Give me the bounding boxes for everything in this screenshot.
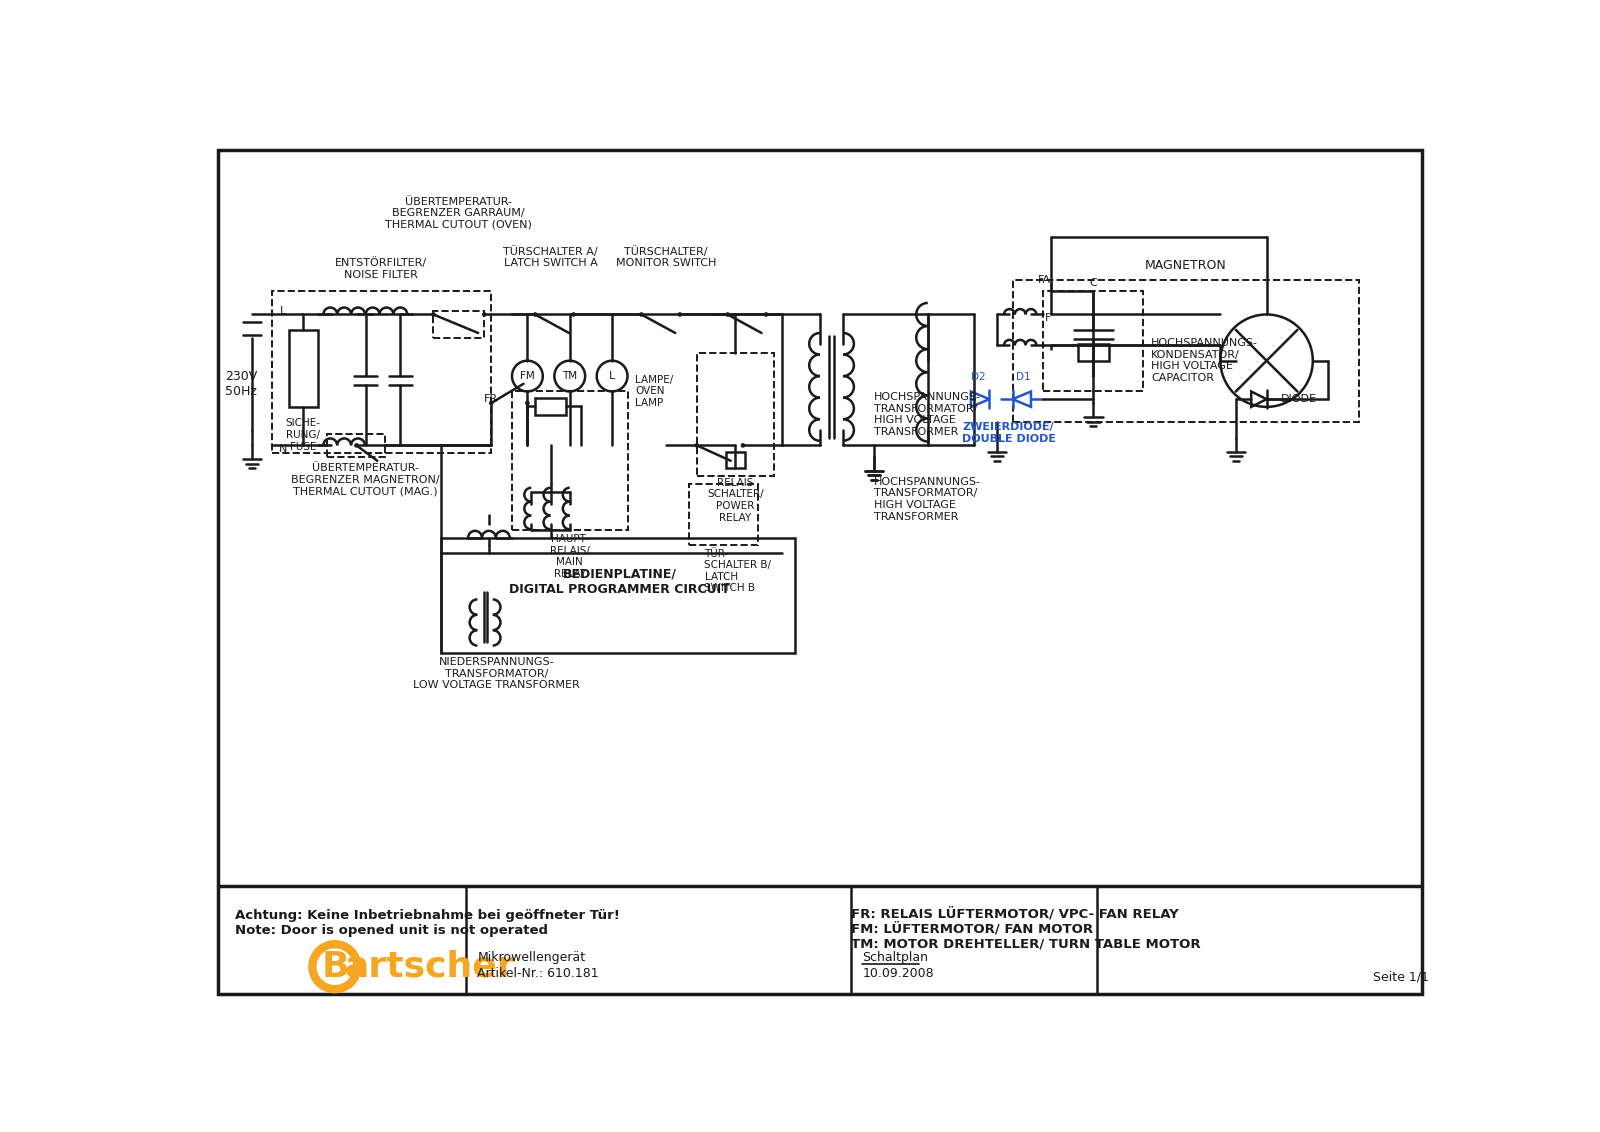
- Text: TM: MOTOR DREHTELLER/ TURN TABLE MOTOR: TM: MOTOR DREHTELLER/ TURN TABLE MOTOR: [851, 937, 1200, 951]
- Text: Note: Door is opened unit is not operated: Note: Door is opened unit is not operate…: [235, 924, 547, 937]
- Text: F: F: [1045, 314, 1051, 324]
- Circle shape: [310, 942, 360, 992]
- Text: L: L: [280, 306, 286, 316]
- Text: ZWEIERDIODE/
DOUBLE DIODE: ZWEIERDIODE/ DOUBLE DIODE: [962, 422, 1056, 444]
- Text: artscher: artscher: [344, 950, 515, 984]
- Text: N: N: [278, 444, 288, 454]
- Text: L: L: [610, 371, 616, 381]
- Circle shape: [638, 312, 643, 317]
- Text: ÜBERTEMPERATUR-
BEGRENZER MAGNETRON/
THERMAL CUTOUT (MAG.): ÜBERTEMPERATUR- BEGRENZER MAGNETRON/ THE…: [291, 463, 440, 497]
- Text: MAGNETRON: MAGNETRON: [1146, 259, 1227, 272]
- Text: SICHE-
RUNG/
FUSE: SICHE- RUNG/ FUSE: [286, 419, 322, 452]
- Bar: [534, 397, 566, 414]
- Text: TÜRSCHALTER/
MONITOR SWITCH: TÜRSCHALTER/ MONITOR SWITCH: [616, 246, 717, 268]
- Bar: [326, 434, 386, 457]
- Text: LAMPE/
OVEN
LAMP: LAMPE/ OVEN LAMP: [635, 375, 674, 408]
- Text: ENTSTÖRFILTER/
NOISE FILTER: ENTSTÖRFILTER/ NOISE FILTER: [334, 257, 427, 280]
- Text: Artikel-Nr.: 610.181: Artikel-Nr.: 610.181: [477, 967, 598, 980]
- Text: Mikrowellengerät: Mikrowellengerät: [477, 951, 586, 964]
- Text: NIEDERSPANNUNGS-
TRANSFORMATOR/
LOW VOLTAGE TRANSFORMER: NIEDERSPANNUNGS- TRANSFORMATOR/ LOW VOLT…: [413, 658, 579, 691]
- Bar: [272, 291, 491, 453]
- Text: FA: FA: [1038, 275, 1051, 285]
- Text: TÜRSCHALTER A/
LATCH SWITCH A: TÜRSCHALTER A/ LATCH SWITCH A: [502, 246, 598, 268]
- Text: Schaltplan: Schaltplan: [862, 951, 928, 964]
- Text: D2: D2: [971, 372, 986, 383]
- Circle shape: [571, 312, 576, 317]
- Text: C: C: [1090, 277, 1098, 288]
- Text: HOCHSPANNUNGS-
TRANSFORMATOR/
HIGH VOLTAGE
TRANSFORMER: HOCHSPANNUNGS- TRANSFORMATOR/ HIGH VOLTA…: [874, 392, 981, 437]
- Text: HAUPT-
RELAIS/
MAIN
RELAY: HAUPT- RELAIS/ MAIN RELAY: [550, 534, 590, 578]
- Circle shape: [318, 950, 352, 984]
- Text: D1: D1: [1016, 372, 1030, 383]
- Text: Seite 1/1: Seite 1/1: [1373, 970, 1429, 984]
- Circle shape: [490, 401, 493, 405]
- Circle shape: [694, 443, 699, 447]
- Text: TÜR-
SCHALTER B/
LATCH
SWITCH B: TÜR- SCHALTER B/ LATCH SWITCH B: [704, 549, 771, 593]
- Text: HOCHSPANNUNGS-
KONDENSATOR/
HIGH VOLTAGE
CAPACITOR: HOCHSPANNUNGS- KONDENSATOR/ HIGH VOLTAGE…: [1150, 338, 1258, 383]
- Bar: [512, 392, 627, 530]
- Circle shape: [482, 312, 486, 317]
- Bar: [1013, 280, 1358, 422]
- Text: FR: FR: [485, 394, 498, 404]
- Text: HOCHSPANNUNGS-
TRANSFORMATOR/
HIGH VOLTAGE
TRANSFORMER: HOCHSPANNUNGS- TRANSFORMATOR/ HIGH VOLTA…: [874, 477, 981, 522]
- Bar: [434, 310, 485, 337]
- Text: FR: RELAIS LÜFTERMOTOR/ VPC- FAN RELAY: FR: RELAIS LÜFTERMOTOR/ VPC- FAN RELAY: [851, 907, 1179, 920]
- Circle shape: [354, 443, 358, 447]
- Bar: [288, 329, 318, 406]
- Circle shape: [741, 443, 746, 447]
- Text: ÜBERTEMPERATUR-
BEGRENZER GARRAUM/
THERMAL CUTOUT (OVEN): ÜBERTEMPERATUR- BEGRENZER GARRAUM/ THERM…: [384, 197, 531, 230]
- Circle shape: [533, 312, 538, 317]
- Circle shape: [677, 312, 682, 317]
- Text: B: B: [322, 950, 349, 984]
- Bar: [698, 353, 774, 477]
- Bar: [442, 538, 795, 653]
- Text: RELAIS
SCHALTER/
POWER
RELAY: RELAIS SCHALTER/ POWER RELAY: [707, 478, 763, 523]
- Bar: [690, 483, 758, 546]
- Bar: [726, 452, 744, 469]
- Text: 230V
50Hz: 230V 50Hz: [226, 370, 258, 397]
- Text: Achtung: Keine Inbetriebnahme bei geöffneter Tür!: Achtung: Keine Inbetriebnahme bei geöffn…: [235, 909, 619, 921]
- Circle shape: [525, 401, 530, 405]
- Circle shape: [763, 312, 768, 317]
- Bar: [1043, 291, 1144, 392]
- Text: FM: LÜFTERMOTOR/ FAN MOTOR: FM: LÜFTERMOTOR/ FAN MOTOR: [851, 923, 1093, 936]
- Text: BEDIENPLATINE/
DIGITAL PROGRAMMER CIRCUIT: BEDIENPLATINE/ DIGITAL PROGRAMMER CIRCUI…: [509, 567, 730, 595]
- Bar: [1078, 344, 1109, 361]
- Text: 10.09.2008: 10.09.2008: [862, 967, 934, 980]
- Text: DIODE: DIODE: [1280, 394, 1317, 404]
- Circle shape: [725, 312, 730, 317]
- Text: FM: FM: [520, 371, 534, 381]
- Text: TM: TM: [562, 371, 578, 381]
- Circle shape: [430, 312, 435, 317]
